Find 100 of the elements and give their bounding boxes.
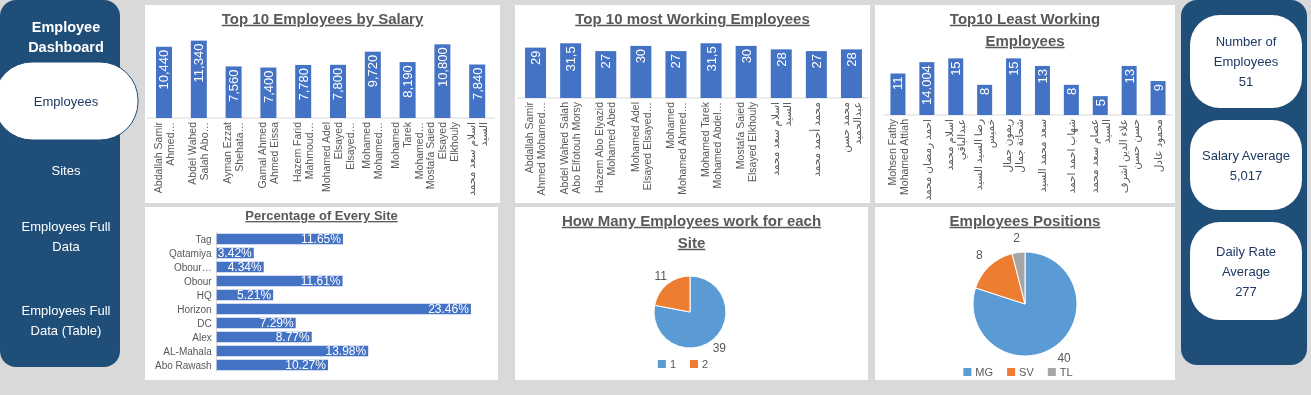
data-label: 9 [1150, 84, 1166, 92]
data-label: 31,5 [703, 46, 719, 72]
x-tick-label: Mostafa Saied Elsayed Elkhouly [424, 121, 461, 190]
data-label: 10,800 [434, 47, 450, 88]
text: Salary Average [1202, 147, 1290, 163]
data-label: 10,440 [156, 49, 172, 90]
bar [1150, 81, 1166, 115]
x-tick-label: Abdel Wahed Salah Abo Elfotouh Morsy [558, 101, 583, 195]
data-label: 8.77% [275, 330, 311, 344]
y-tick-label: DC [197, 317, 212, 329]
data-label: 23.46% [428, 302, 470, 316]
data-label: 13 [1121, 68, 1137, 84]
x-tick-label: Mostafa Saied Elsayed Elkhouly [733, 101, 758, 182]
data-label: 11 [654, 269, 668, 284]
data-label: 2 [1013, 230, 1021, 245]
x-tick-label: Ayman Ezzat Shehata… [221, 121, 246, 184]
x-tick-label: محمود عادل [1151, 119, 1165, 173]
bar [1121, 65, 1137, 115]
y-tick-label: Horizon [177, 303, 212, 315]
legend-label: 1 [669, 358, 676, 370]
x-tick-label: ريمون جمال شحاتة جمال [1001, 119, 1026, 173]
x-tick-label: اسلام محمد عبدالباقي [943, 119, 969, 171]
data-label: 14.004 [919, 65, 935, 105]
chart-title: Percentage of Every Site [245, 208, 398, 224]
chart-title: How Many Employees work for each Site [561, 211, 822, 251]
data-label: 31,5 [563, 46, 579, 72]
data-label: 5.21% [237, 288, 272, 302]
data-label: 7,560 [226, 69, 242, 102]
data-label: 11.61% [300, 274, 341, 288]
data-label: 30 [738, 48, 754, 64]
bar [890, 73, 906, 115]
y-tick-label: HQ [196, 289, 212, 301]
chart-title: Top 10 most Working Employees [575, 9, 810, 27]
bar [665, 51, 687, 98]
data-label: 8,190 [400, 65, 416, 98]
x-tick-label: Mohamed Adel Elsayed Elsayed… [628, 102, 653, 191]
x-tick-label: Mohamed Tarek Mohamed… [389, 121, 426, 180]
text: Employee Dashboard [28, 19, 104, 56]
data-label: 39 [712, 340, 727, 355]
bar [735, 45, 757, 98]
text: Sites [51, 162, 81, 178]
legend-label: TL [1059, 366, 1073, 378]
data-label: 40 [1057, 350, 1072, 365]
x-tick-label: Mohamed Mohamed… [360, 121, 385, 180]
bar [770, 49, 792, 98]
chart-title: Top 10 Employees by Salary [221, 9, 424, 27]
bar [1034, 65, 1050, 115]
bar [525, 47, 547, 98]
x-tick-label: عصام سعد محمد السيد [1087, 119, 1112, 194]
x-tick-label: Mohamed Mohamed Ahmed… [663, 101, 688, 195]
x-tick-label: Abdallah Samir Ahmed… [151, 121, 176, 194]
data-label: 11.65% [301, 232, 342, 246]
bar [630, 45, 652, 98]
data-label: 29 [528, 50, 544, 66]
data-label: 9,720 [365, 54, 381, 88]
data-label: 28 [843, 52, 859, 67]
x-tick-label: Mohsen Fathy Mohamed Attiah [885, 118, 910, 195]
x-tick-label: Abdel Wahed Salah Abo… [186, 121, 211, 185]
x-tick-label: Mohamed Tarek Mohamed Abdel… [698, 101, 723, 189]
text: Number of Employees [1213, 34, 1279, 70]
x-tick-label: محمد حسن عبدالحميد [839, 102, 864, 153]
chart-title: Employees Positions [949, 211, 1101, 229]
data-label: 8 [1063, 87, 1079, 96]
data-label: 8 [977, 87, 993, 96]
y-tick-label: Obour… [173, 261, 212, 273]
data-label: 4.34% [227, 260, 263, 274]
chart-title: Top10 Least Working Employees [949, 9, 1101, 49]
x-tick-label: Hazem Farid Mahmoud… [290, 121, 315, 183]
x-tick-label: شهاب احمد احمد [1065, 119, 1079, 194]
x-tick-label: Hazem Abo Elyazid Mohamed Abed [593, 101, 618, 194]
data-label: 27 [808, 54, 824, 69]
x-tick-label: احمد رمضان محمد [920, 119, 934, 201]
x-tick-label: Gamal Ahmed Ahmed Eissa [256, 121, 281, 189]
bar [948, 58, 964, 115]
text: Employees [33, 93, 99, 109]
y-tick-label: Tag [195, 233, 212, 245]
data-label: 28 [773, 52, 789, 67]
data-label: 27 [598, 54, 614, 69]
data-label: 15 [1006, 61, 1022, 76]
text: Employees Full Data (Table) [21, 302, 111, 338]
x-tick-label: محمد أحمد محمد [809, 102, 823, 177]
x-tick-label: علاء الدين اشرف حسن حسن [1116, 119, 1142, 194]
text: 5,017 [1229, 167, 1263, 183]
x-tick-label: رضا السيد السيد خميس [972, 119, 998, 191]
text: 51 [1238, 74, 1254, 89]
y-tick-label: AL-Mahala [163, 345, 213, 357]
data-label: 11,340 [191, 43, 207, 83]
legend-label: 2 [702, 358, 709, 370]
data-label: 10.27% [285, 358, 327, 372]
x-tick-label: سعد محمد السيد [1036, 119, 1049, 193]
data-label: 8 [976, 248, 984, 263]
data-label: 7,800 [330, 67, 346, 101]
x-tick-label: Mohamed Adel Elsayed Elsayed… [319, 121, 356, 193]
text: Daily Rate Average [1216, 243, 1276, 279]
data-label: 27 [668, 54, 684, 69]
bar [560, 43, 582, 98]
data-label: 7,780 [295, 67, 311, 101]
data-label: 7,400 [260, 70, 276, 104]
data-label: 13 [1034, 68, 1050, 84]
y-tick-label: Obour [183, 275, 213, 287]
